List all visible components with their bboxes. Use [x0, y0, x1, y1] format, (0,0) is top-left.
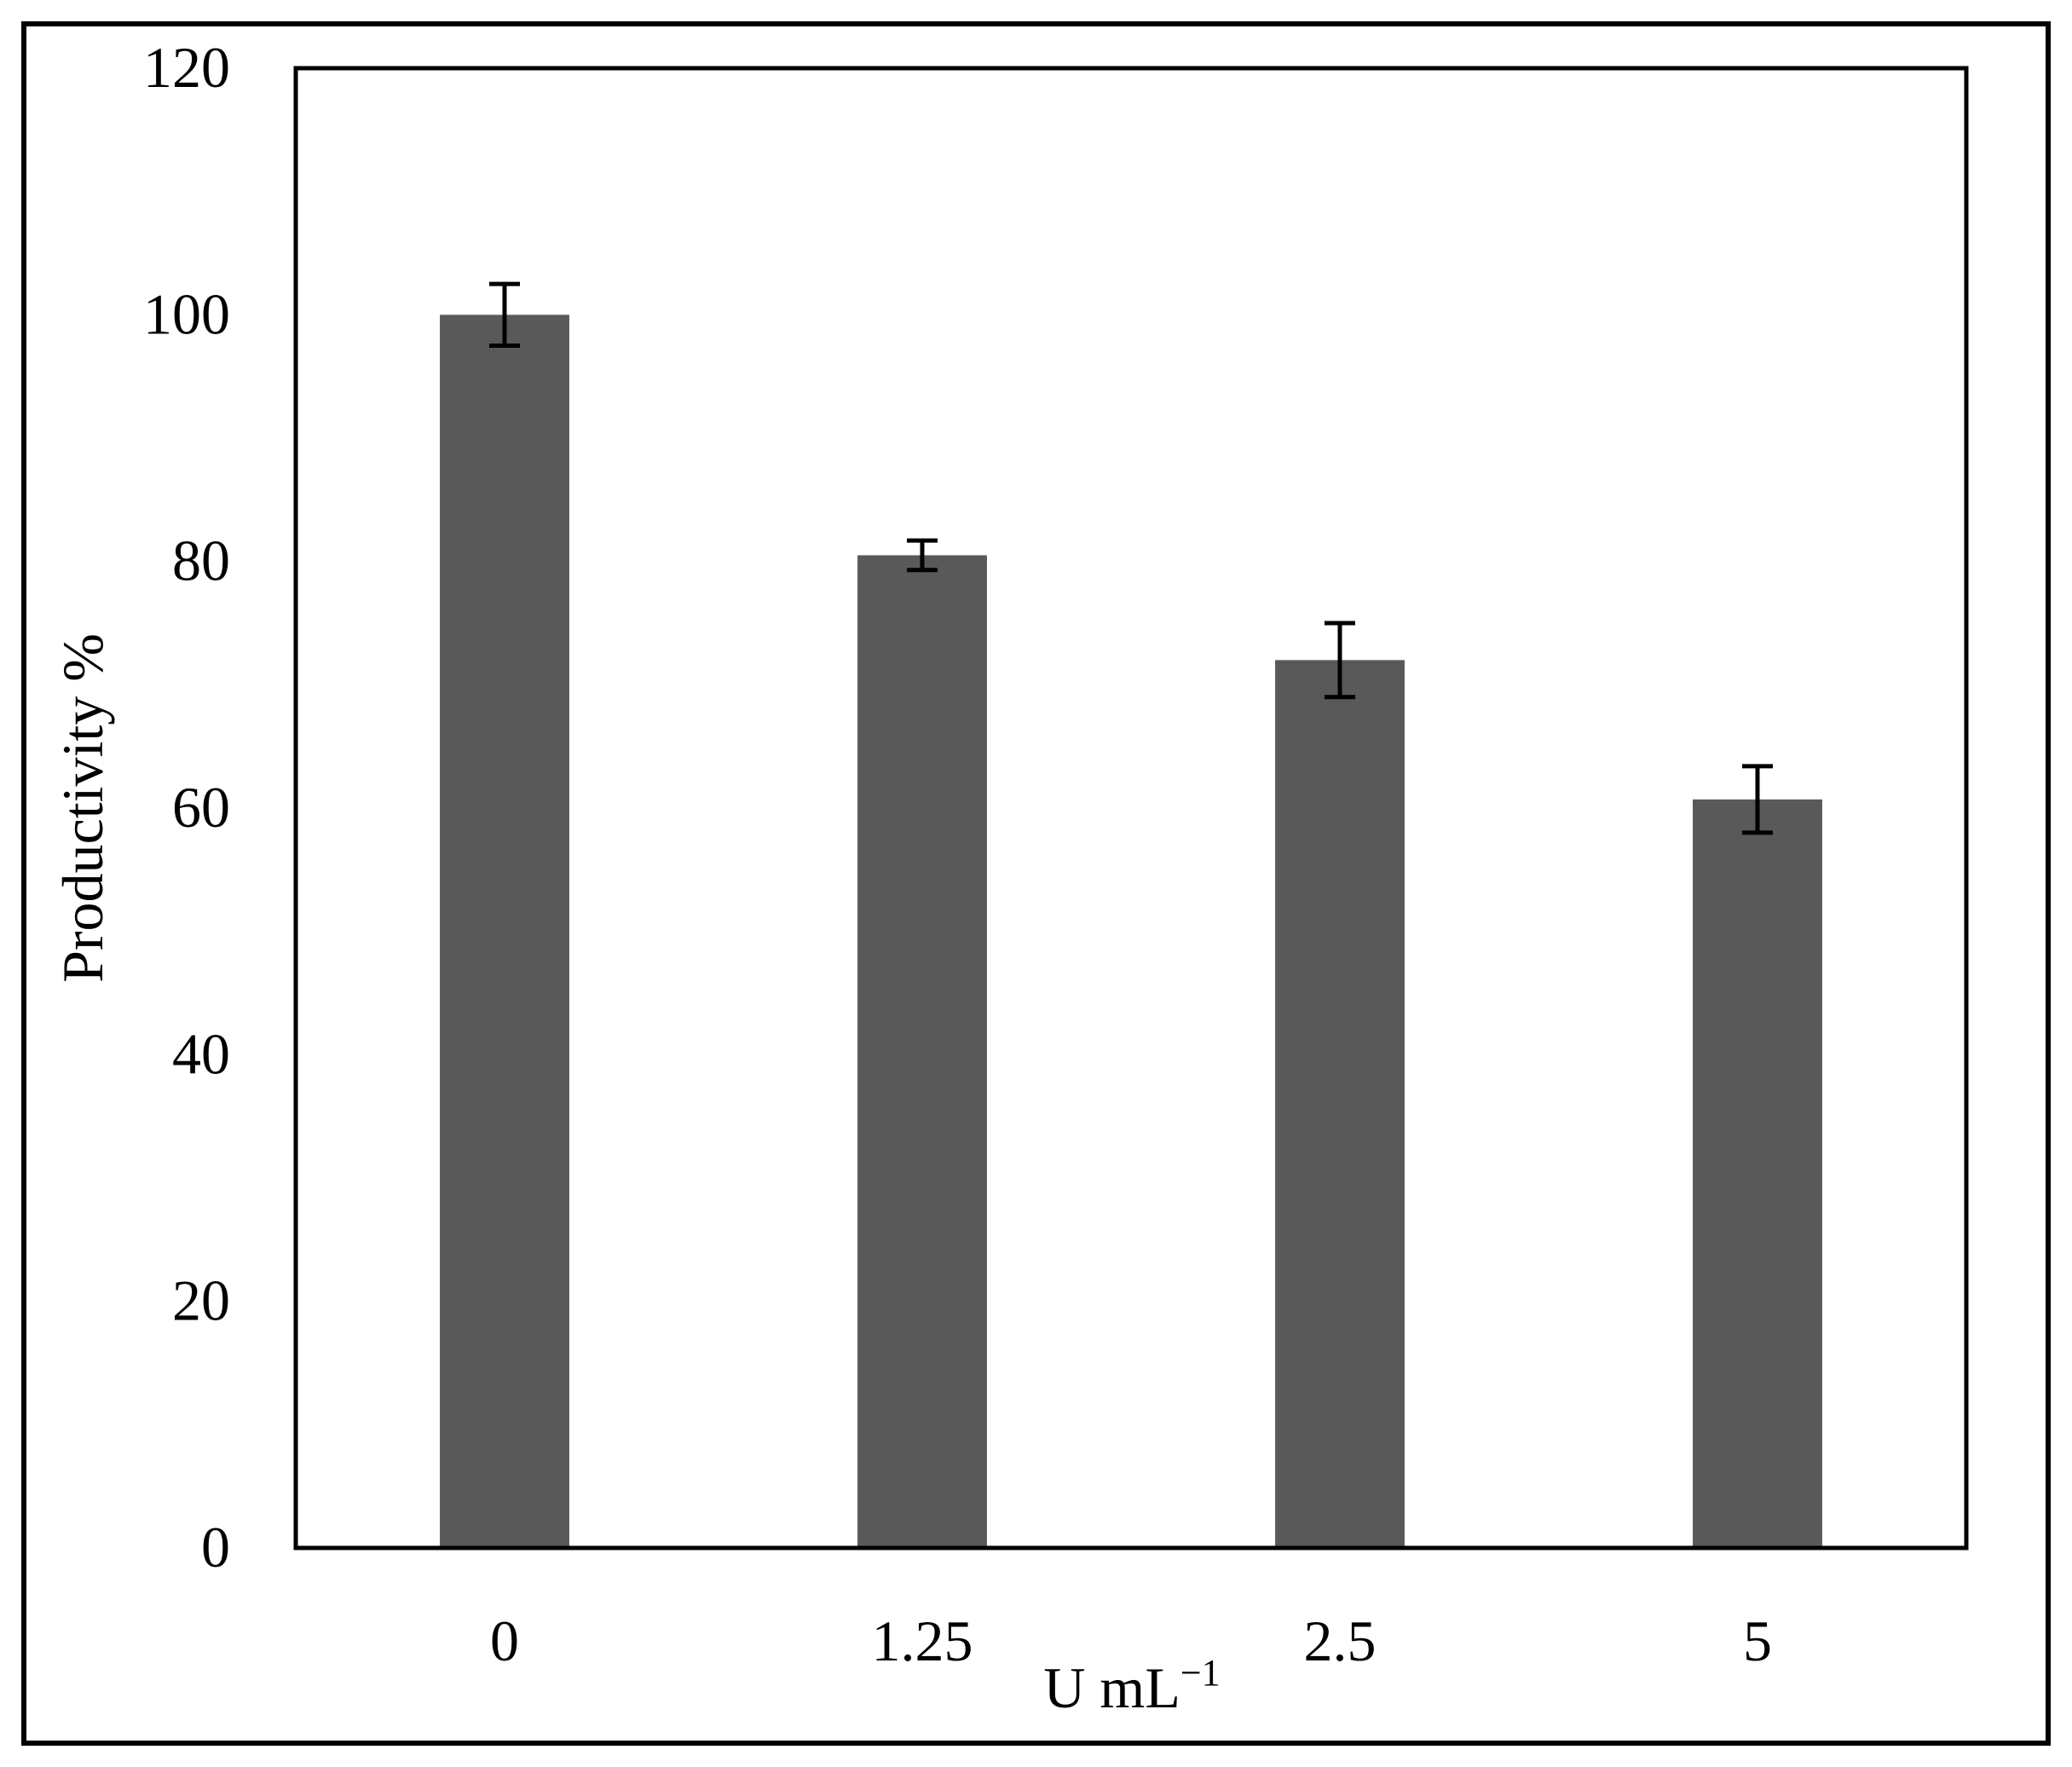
- x-tick-label: 5: [1743, 1608, 1772, 1673]
- plot-area-frame: [293, 66, 1969, 1550]
- x-tick-label: 2.5: [1304, 1608, 1377, 1673]
- y-axis-ticks: 0 20 40 60 80 100 120: [143, 35, 230, 1579]
- x-axis-ticks: 0 1.25 2.5 5: [490, 1608, 1772, 1673]
- y-tick-label: 60: [172, 775, 230, 840]
- error-bar-0: [489, 281, 520, 348]
- error-bar-1.25: [907, 538, 938, 573]
- bar-1.25: [857, 555, 987, 1548]
- y-tick-label: 20: [172, 1268, 230, 1333]
- x-axis-label: U mL−1: [1043, 1652, 1220, 1720]
- x-tick-label: 0: [490, 1608, 519, 1673]
- x-tick-label: 1.25: [872, 1608, 973, 1673]
- error-bar-5: [1742, 764, 1773, 835]
- bar-5: [1693, 799, 1822, 1548]
- y-tick-label: 40: [172, 1021, 230, 1086]
- x-axis-label-main: U mL: [1043, 1655, 1180, 1720]
- bars-layer: [440, 315, 1822, 1548]
- error-bars-layer: [489, 281, 1773, 835]
- bar-0: [440, 315, 569, 1548]
- bar-2.5: [1275, 660, 1405, 1548]
- x-axis-label-superscript: −1: [1180, 1652, 1221, 1694]
- y-axis-label: Productivity %: [50, 633, 115, 983]
- error-bar-2.5: [1325, 621, 1355, 700]
- y-tick-label: 100: [143, 281, 230, 346]
- y-tick-label: 0: [201, 1515, 230, 1579]
- y-tick-label: 80: [172, 528, 230, 593]
- y-tick-label: 120: [143, 35, 230, 100]
